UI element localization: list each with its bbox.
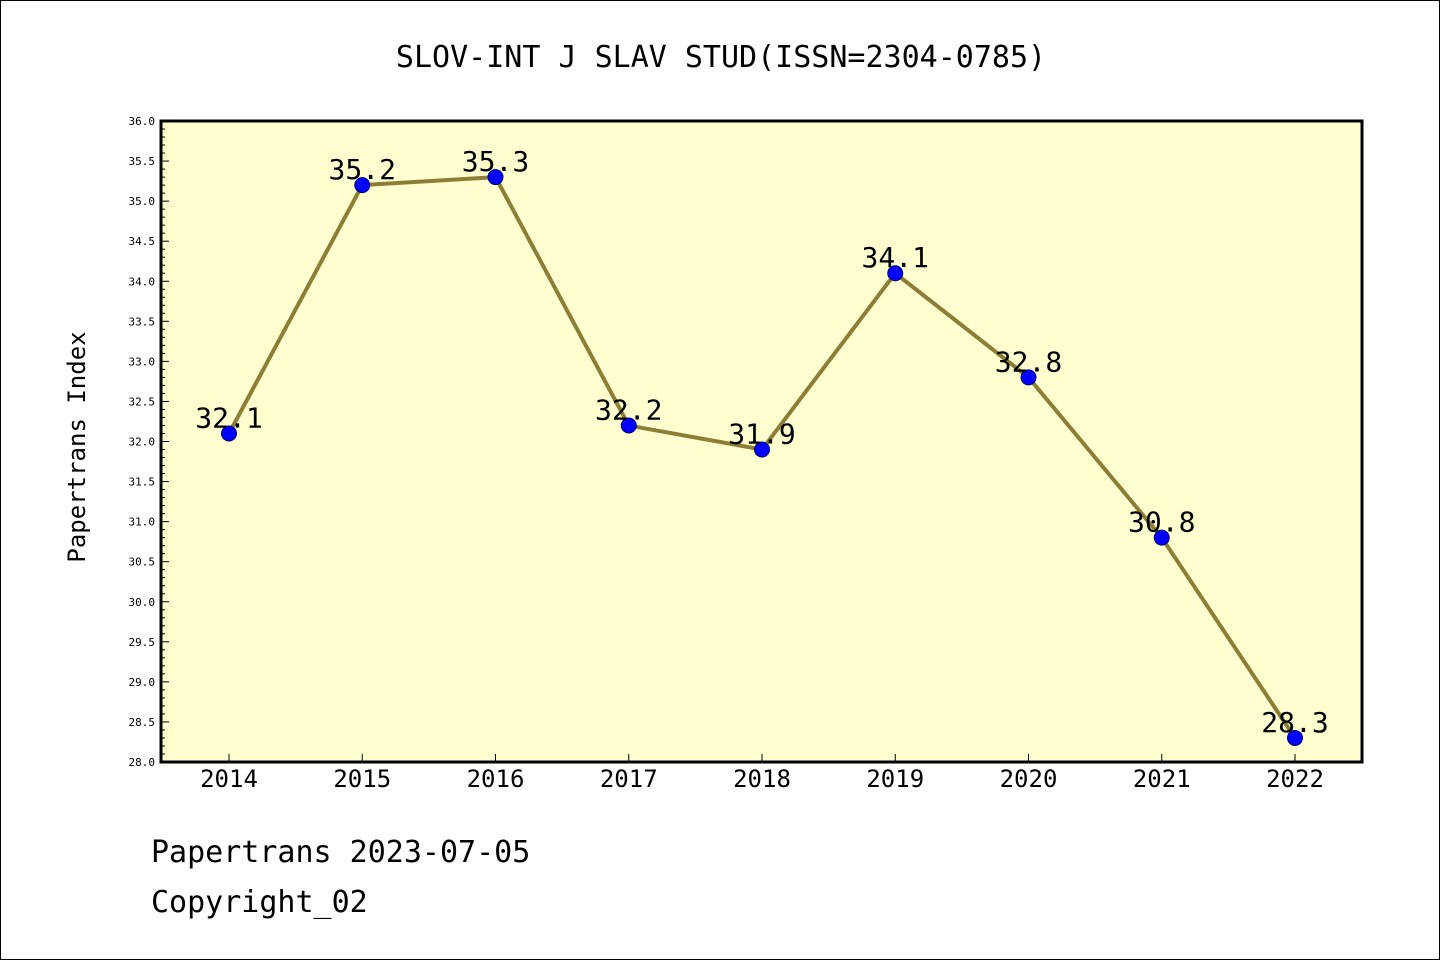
y-tick-label: 28.0 xyxy=(129,756,156,769)
data-point xyxy=(754,441,770,458)
y-tick-label: 30.0 xyxy=(129,596,156,609)
x-tick-label: 2017 xyxy=(600,765,658,793)
y-tick-label: 36.0 xyxy=(129,115,156,128)
x-tick-label: 2019 xyxy=(866,765,924,793)
data-point xyxy=(221,425,237,442)
y-tick-label: 30.5 xyxy=(129,556,156,569)
data-label: 34.1 xyxy=(862,241,929,274)
data-point xyxy=(354,177,371,194)
data-point xyxy=(620,417,637,434)
data-point xyxy=(1153,529,1170,546)
x-tick-label: 2021 xyxy=(1133,765,1191,793)
data-point xyxy=(1020,369,1037,386)
y-tick-label: 32.0 xyxy=(129,436,156,449)
data-label: 35.3 xyxy=(462,145,529,178)
y-axis-label: Papertrans Index xyxy=(63,331,91,562)
data-label: 35.2 xyxy=(329,153,396,186)
data-label: 28.3 xyxy=(1261,706,1328,739)
y-tick-label: 31.5 xyxy=(129,476,156,489)
x-tick-label: 2016 xyxy=(467,765,525,793)
series-layer xyxy=(221,169,1303,746)
y-tick-label: 28.5 xyxy=(129,716,156,729)
x-tick-label: 2018 xyxy=(733,765,791,793)
footer-date: Papertrans 2023-07-05 xyxy=(151,835,531,870)
y-tick-label: 33.5 xyxy=(129,315,156,328)
y-tick-label: 34.5 xyxy=(129,235,156,248)
x-tick-label: 2014 xyxy=(200,765,258,793)
y-tick-label: 35.0 xyxy=(129,195,156,208)
data-point xyxy=(487,169,504,186)
x-tick-label: 2020 xyxy=(1000,765,1058,793)
plot-area xyxy=(161,121,1362,762)
data-label: 30.8 xyxy=(1128,506,1195,539)
y-tick-label: 29.5 xyxy=(129,636,156,649)
x-tick-label: 2015 xyxy=(333,765,391,793)
data-label: 32.8 xyxy=(995,345,1062,378)
y-tick-label: 33.0 xyxy=(129,355,156,368)
y-tick-label: 31.0 xyxy=(129,516,156,529)
data-point xyxy=(887,265,904,282)
data-labels: 32.1 35.2 35.3 32.2 31.9 34.1 32.8 30.8 28.3 xyxy=(195,145,1328,739)
y-tick-label: 34.0 xyxy=(129,275,156,288)
plot-border xyxy=(159,119,1364,764)
footer-copyright: Copyright_02 xyxy=(151,885,368,920)
y-tick-label: 35.5 xyxy=(129,155,156,168)
y-tick-label: 29.0 xyxy=(129,676,156,689)
data-label: 31.9 xyxy=(728,418,795,451)
axis-ticks: 28.0 28.5 29.0 29.5 30.0 30.5 31.0 31.5 32.0 32.5… xyxy=(129,115,1324,793)
x-tick-label: 2022 xyxy=(1266,765,1324,793)
data-label: 32.1 xyxy=(195,401,262,434)
data-point xyxy=(1287,729,1303,746)
y-tick-label: 32.5 xyxy=(129,395,156,408)
chart-title: SLOV-INT J SLAV STUD(ISSN=2304-0785) xyxy=(396,40,1046,75)
data-label: 32.2 xyxy=(595,393,662,426)
